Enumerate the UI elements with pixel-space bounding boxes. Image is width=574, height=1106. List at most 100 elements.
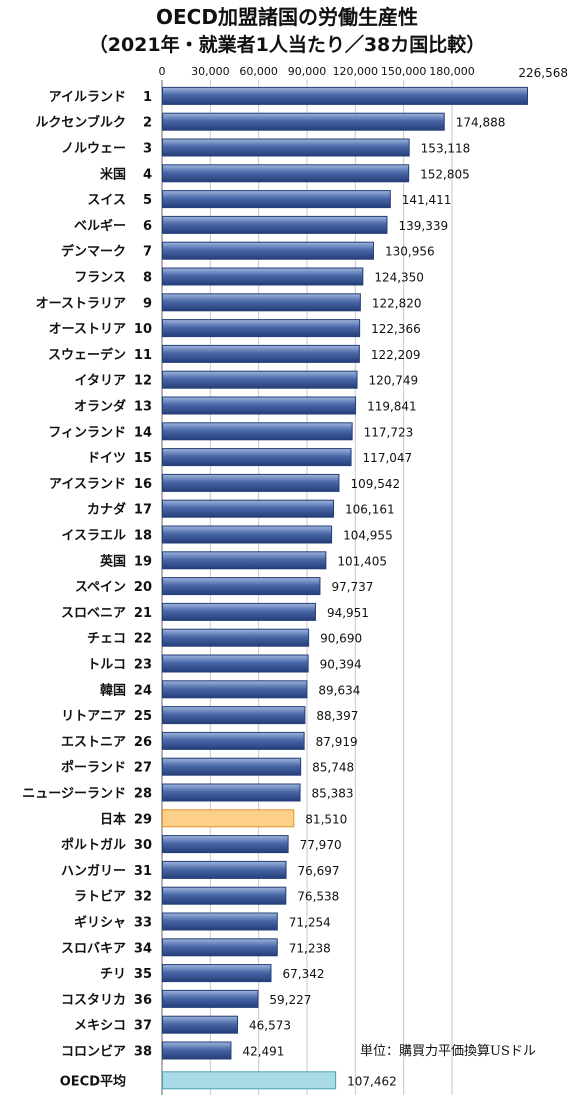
rank-label: 5 xyxy=(143,193,152,208)
value-label: 130,956 xyxy=(385,245,435,259)
country-label: スウェーデン xyxy=(48,347,126,363)
bar xyxy=(162,551,327,570)
x-tick-label: 60,000 xyxy=(239,65,278,78)
bar xyxy=(162,783,301,802)
bar xyxy=(162,86,528,105)
x-tick-label: 150,000 xyxy=(381,65,427,78)
value-label: 89,634 xyxy=(318,683,360,697)
value-label: 141,411 xyxy=(402,193,452,207)
rank-label: 32 xyxy=(134,890,152,905)
country-label: エストニア xyxy=(61,735,126,750)
country-label: オーストリア xyxy=(49,322,126,337)
bar xyxy=(162,577,321,596)
rank-label: 33 xyxy=(134,916,152,931)
rank-label: 27 xyxy=(134,761,152,776)
value-label: 122,209 xyxy=(371,348,421,362)
bar xyxy=(162,654,309,673)
bar xyxy=(162,422,353,441)
country-label: ポルトガル xyxy=(61,837,126,853)
value-label: 76,697 xyxy=(298,864,340,878)
rank-label: 37 xyxy=(134,1019,152,1034)
country-label: 米国 xyxy=(100,166,126,182)
bar xyxy=(162,835,289,854)
value-label: 122,366 xyxy=(371,322,421,336)
bar xyxy=(162,370,358,389)
rank-label: 11 xyxy=(134,348,152,363)
rank-label: 30 xyxy=(134,838,152,853)
country-label: カナダ xyxy=(87,502,126,518)
x-tick-label: 180,000 xyxy=(429,65,475,78)
rank-label: 2 xyxy=(143,116,152,131)
value-label: 106,161 xyxy=(345,503,395,517)
rank-label: 34 xyxy=(134,941,152,956)
bar xyxy=(162,912,278,931)
bar xyxy=(162,757,302,776)
bar xyxy=(162,319,361,338)
value-label: 88,397 xyxy=(316,709,358,723)
rank-label: 8 xyxy=(143,271,152,286)
bar xyxy=(162,164,410,183)
country-label: デンマーク xyxy=(61,244,126,260)
x-tick-label: 120,000 xyxy=(333,65,379,78)
country-label: OECD平均 xyxy=(60,1073,126,1089)
country-label: フィンランド xyxy=(48,425,126,440)
chart-title: OECD加盟諸国の労働生産性 xyxy=(156,5,418,29)
rank-label: 10 xyxy=(134,322,152,337)
value-label: 94,951 xyxy=(327,606,369,620)
rank-label: 38 xyxy=(134,1045,152,1060)
country-label: イタリア xyxy=(75,374,126,389)
rank-label: 21 xyxy=(134,606,152,621)
country-label: コスタリカ xyxy=(61,993,126,1008)
country-label: ルクセンブルク xyxy=(35,115,126,131)
country-label: ギリシャ xyxy=(74,915,126,931)
bar xyxy=(162,964,272,983)
x-axis-ticks: 0 30,000 60,000 90,000 120,000 150,000 180,000 xyxy=(159,65,475,78)
labels: アイルランド 1 226,568 ルクセンブルク 2 174,888 ノルウェー 3 153,1… xyxy=(22,66,568,1089)
country-label: ニュージーランド xyxy=(22,787,126,802)
country-label: スペイン xyxy=(75,580,126,595)
bar xyxy=(162,190,391,209)
country-label: 韓国 xyxy=(100,682,126,698)
country-label: アイスランド xyxy=(49,477,126,492)
x-tick-label: 90,000 xyxy=(288,65,327,78)
bar xyxy=(162,602,316,621)
bar xyxy=(162,112,445,131)
country-label: ベルギー xyxy=(74,218,126,234)
value-label: 117,723 xyxy=(364,425,414,439)
country-label: イスラエル xyxy=(61,529,126,544)
rank-label: 29 xyxy=(134,812,152,827)
country-label: チェコ xyxy=(87,632,126,647)
bar xyxy=(162,448,352,467)
x-tick-label: 30,000 xyxy=(191,65,230,78)
value-label: 90,394 xyxy=(320,658,362,672)
value-label: 101,405 xyxy=(337,554,387,568)
value-label: 81,510 xyxy=(305,812,347,826)
value-label: 90,690 xyxy=(320,632,362,646)
country-label: オーストラリア xyxy=(36,296,126,311)
bar xyxy=(162,809,295,828)
x-tick-label: 0 xyxy=(159,65,166,78)
bar xyxy=(162,396,357,415)
country-label: スロバキア xyxy=(61,941,126,956)
value-label: 42,491 xyxy=(242,1045,284,1059)
rank-label: 35 xyxy=(134,967,152,982)
rank-label: 13 xyxy=(134,400,152,415)
bar xyxy=(162,680,308,699)
bar xyxy=(162,293,361,312)
value-label: 46,573 xyxy=(249,1019,291,1033)
bar xyxy=(162,731,305,750)
rank-label: 14 xyxy=(134,425,152,440)
bar xyxy=(162,473,340,492)
value-label: 87,919 xyxy=(316,735,358,749)
country-label: トルコ xyxy=(87,658,126,673)
country-label: ドイツ xyxy=(87,451,126,466)
bar xyxy=(162,706,306,725)
value-label: 122,820 xyxy=(372,296,422,310)
rank-label: 6 xyxy=(143,219,152,234)
rank-label: 28 xyxy=(134,787,152,802)
bar xyxy=(162,938,278,957)
chart-subtitle: （2021年・就業者1人当たり／38カ国比較） xyxy=(88,34,486,56)
value-label: 97,737 xyxy=(331,580,373,594)
rank-label: 31 xyxy=(134,864,152,879)
